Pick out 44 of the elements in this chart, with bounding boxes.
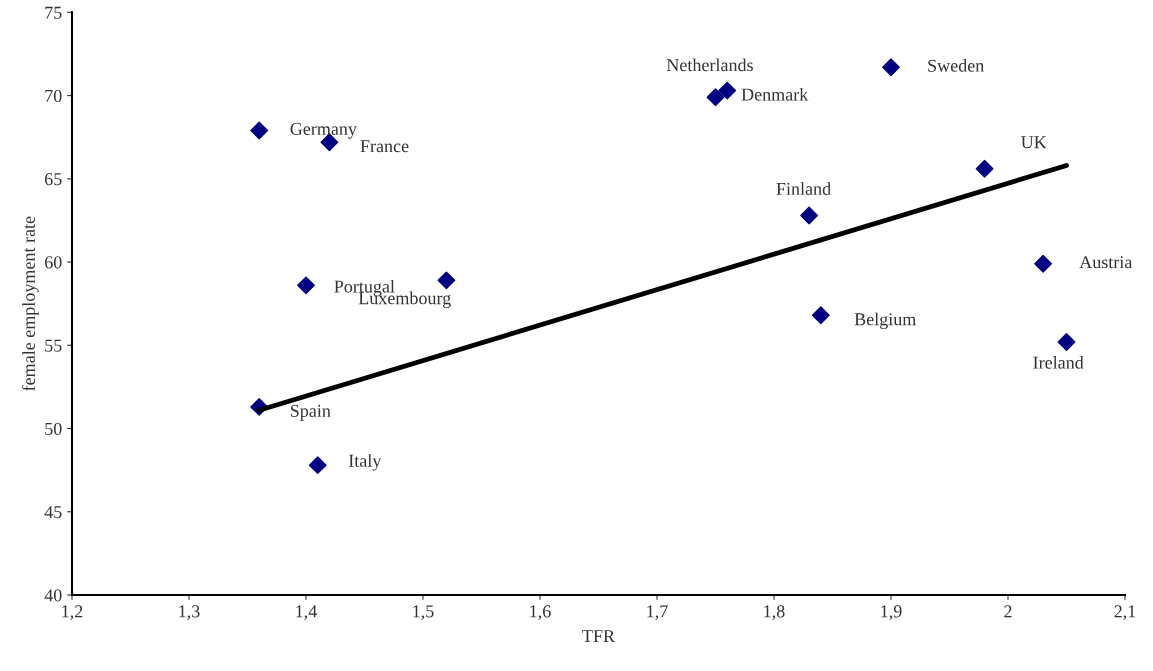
annotation: Denmark: [741, 87, 809, 101]
y-tick-label: 50: [45, 422, 62, 435]
annotation: Finland: [776, 182, 831, 195]
point: [437, 271, 456, 290]
point: [297, 276, 315, 295]
x-tick-label: 1,4: [296, 605, 317, 621]
point: [882, 58, 900, 77]
annotation: Spain: [290, 404, 331, 421]
y-tick-label: 40: [44, 589, 62, 602]
y-tick-label: 60: [45, 256, 62, 269]
point: [1034, 254, 1053, 273]
x-tick-label: 1,9: [881, 605, 902, 621]
point: [811, 306, 830, 325]
x-tick-label: 2: [1004, 605, 1012, 618]
y-axis-title: female employment rate: [22, 216, 39, 391]
annotation: Belgium: [854, 312, 917, 330]
y-tick-label: 65: [45, 173, 62, 186]
y-tick-label: 55: [45, 339, 62, 352]
annotation: France: [360, 140, 409, 153]
annotation: UK: [1021, 136, 1047, 149]
x-tick-label: 1,7: [647, 605, 668, 621]
annotation: Netherlands: [666, 58, 753, 72]
point: [250, 121, 269, 140]
point: [975, 159, 994, 178]
annotation: Ireland: [1033, 356, 1084, 369]
y-tick-label: 70: [45, 89, 62, 103]
y-tick-label: 75: [45, 6, 62, 19]
annotation: Sweden: [928, 59, 984, 72]
x-tick-label: 1,3: [179, 605, 200, 621]
x-axis-title: TFR: [582, 630, 616, 642]
annotation: Austria: [1079, 256, 1133, 269]
annotation: Italy: [348, 454, 382, 471]
x-tick-label: 1,5: [413, 605, 434, 621]
x-tick-label: 1,8: [764, 605, 785, 621]
point: [308, 456, 327, 475]
x-tick-label: 2,1: [1114, 605, 1136, 621]
annotation: Germany: [290, 122, 357, 139]
point: [1057, 333, 1076, 351]
x-tick-label: 1,6: [530, 605, 551, 621]
point: [718, 81, 737, 100]
x-tick-label: 1,2: [62, 605, 83, 621]
y-tick-label: 45: [44, 506, 62, 519]
point: [706, 88, 725, 107]
point: [800, 206, 819, 225]
